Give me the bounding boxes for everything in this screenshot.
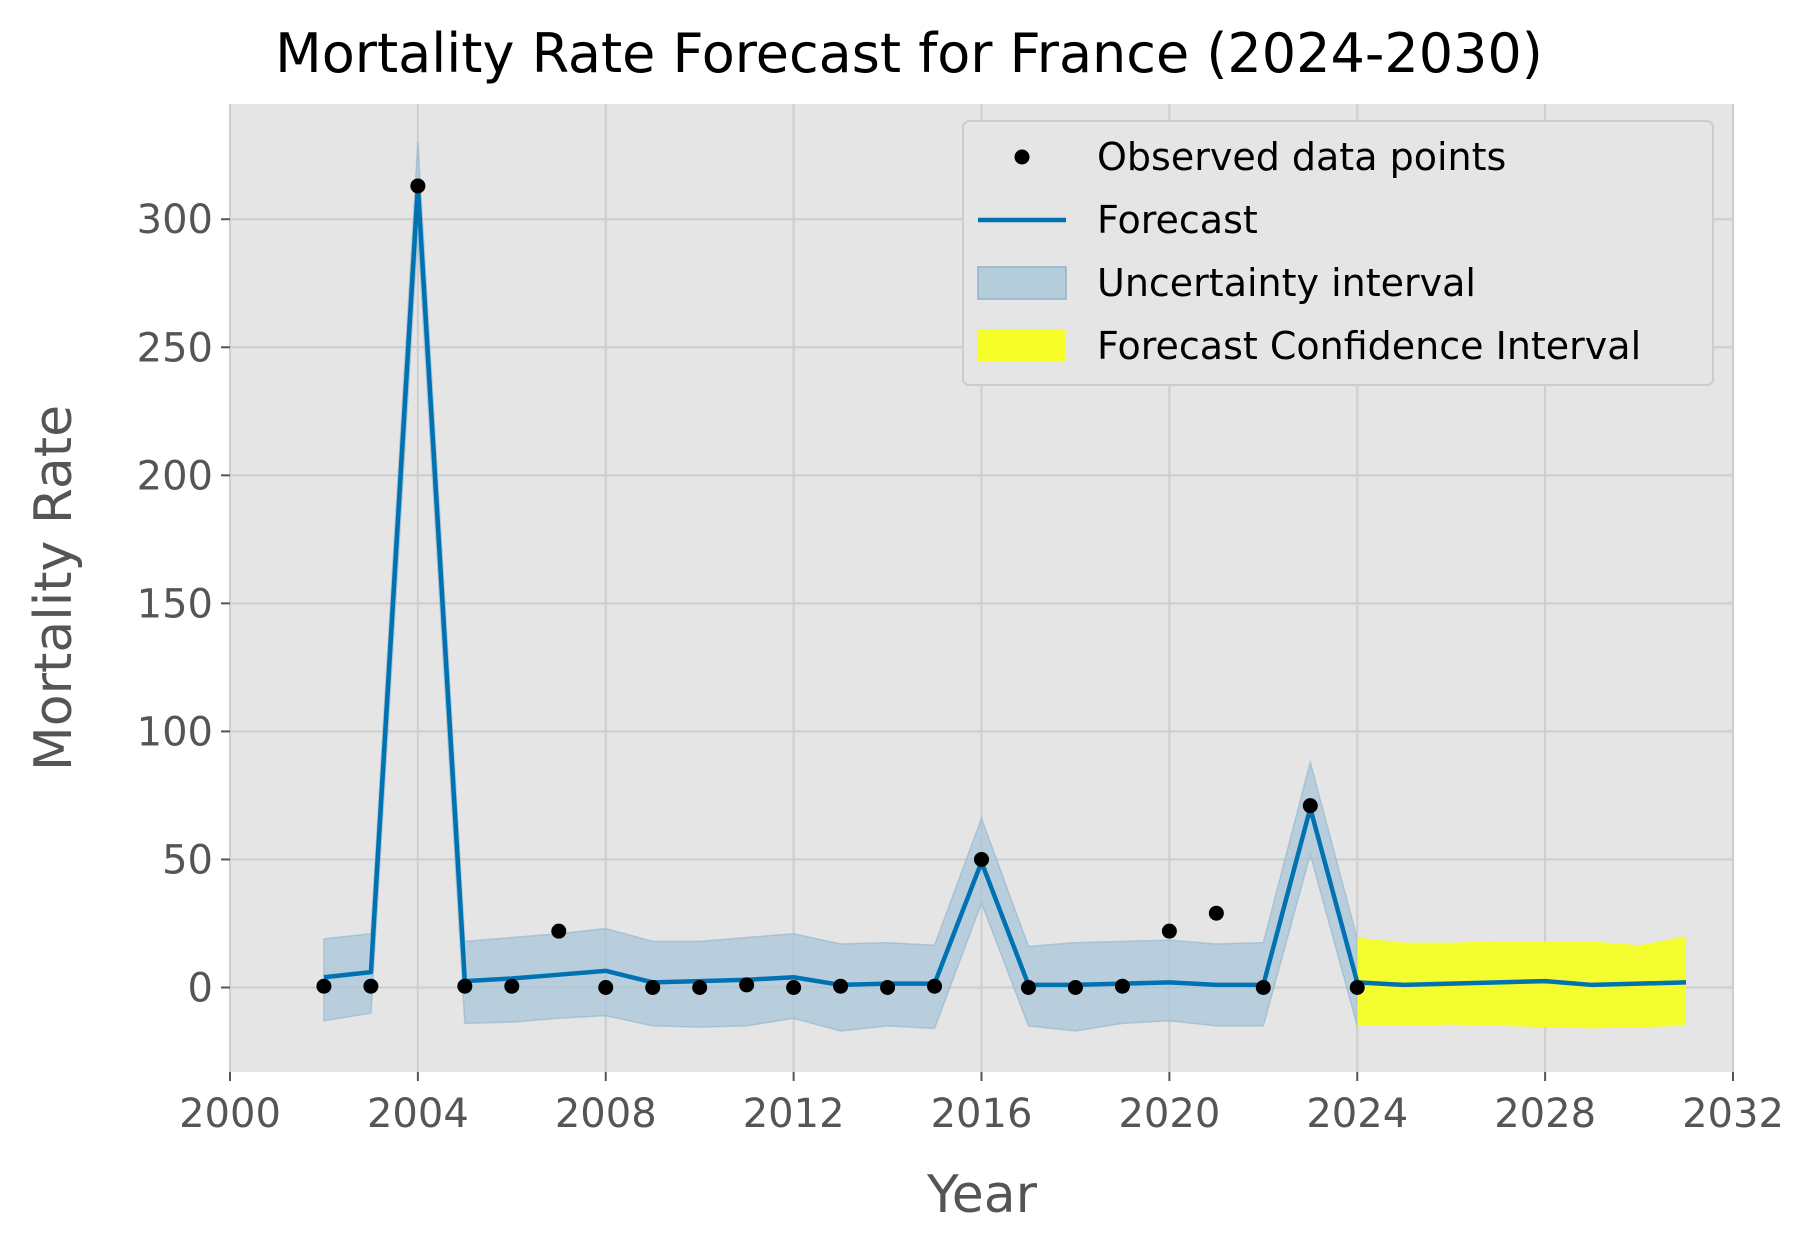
legend-band-icon — [977, 266, 1067, 300]
x-tick-label: 2032 — [1682, 1091, 1784, 1137]
observed-point — [927, 978, 943, 994]
y-tick-label: 250 — [137, 325, 213, 371]
x-tick-label: 2020 — [1118, 1091, 1220, 1137]
observed-points — [316, 178, 1365, 995]
y-tick-label: 0 — [188, 965, 213, 1011]
legend-box — [962, 120, 1714, 386]
chart-title: Mortality Rate Forecast for France (2024… — [275, 22, 1543, 85]
observed-point — [1208, 905, 1224, 921]
forecast-line — [323, 183, 1687, 988]
x-axis-label: Year — [926, 1165, 1038, 1225]
y-tick-label: 100 — [137, 709, 213, 755]
observed-point — [1161, 923, 1177, 939]
legend-marker-icon — [1014, 149, 1030, 165]
legend-label: Uncertainty interval — [1097, 261, 1476, 305]
x-tick-label: 2028 — [1494, 1091, 1596, 1137]
observed-point — [551, 923, 567, 939]
observed-point — [833, 978, 849, 994]
observed-point — [739, 977, 755, 993]
observed-point — [786, 979, 802, 995]
x-tick-label: 2000 — [179, 1091, 281, 1137]
observed-point — [1349, 979, 1365, 995]
observed-point — [880, 979, 896, 995]
observed-point — [1302, 798, 1318, 814]
observed-point — [645, 979, 661, 995]
observed-point — [1020, 979, 1036, 995]
observed-point — [1255, 979, 1271, 995]
legend-band-icon — [978, 330, 1066, 362]
observed-point — [692, 979, 708, 995]
y-tick-label: 50 — [162, 837, 213, 883]
observed-point — [974, 851, 989, 867]
x-tick-label: 2008 — [555, 1091, 657, 1137]
observed-point — [316, 978, 332, 994]
x-tick-label: 2016 — [931, 1091, 1033, 1137]
observed-point — [363, 978, 379, 994]
axis-ticks: 2000 2004 2008 2012 2016 2020 2024 2028 2032 0 50 1… — [137, 197, 1784, 1137]
legend-label: Forecast Confidence Interval — [1097, 324, 1641, 368]
y-tick-label: 200 — [137, 453, 213, 499]
legend-label: Observed data points — [1097, 135, 1506, 179]
y-tick-label: 150 — [137, 581, 213, 627]
observed-point — [457, 978, 473, 994]
observed-point — [504, 978, 520, 994]
x-tick-label: 2024 — [1306, 1091, 1408, 1137]
legend-label: Forecast — [1097, 198, 1258, 242]
observed-point — [598, 979, 614, 995]
y-axis-label: Mortality Rate — [24, 405, 84, 771]
legend: Observed data points Forecast Uncertainty … — [962, 120, 1714, 386]
observed-point — [1114, 978, 1130, 994]
observed-point — [1067, 979, 1083, 995]
observed-point — [410, 178, 426, 194]
y-tick-label: 300 — [137, 197, 213, 243]
x-tick-label: 2012 — [743, 1091, 845, 1137]
x-tick-label: 2004 — [367, 1091, 469, 1137]
